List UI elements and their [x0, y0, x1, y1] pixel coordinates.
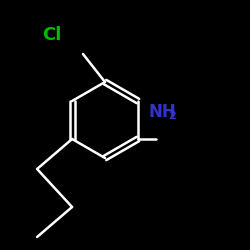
Text: NH: NH	[148, 103, 176, 121]
Text: 2: 2	[168, 111, 176, 121]
Text: Cl: Cl	[42, 26, 62, 44]
